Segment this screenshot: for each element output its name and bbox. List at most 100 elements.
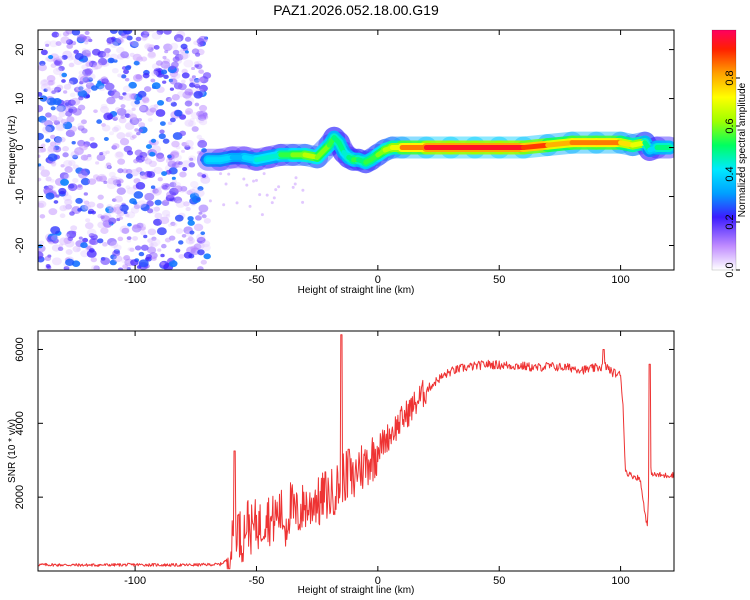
noise-blob: [121, 227, 130, 234]
noise-blob: [97, 80, 102, 84]
noise-blob: [53, 119, 58, 124]
noise-blob: [48, 208, 58, 216]
noise-blob: [109, 30, 118, 34]
noise-blob: [129, 135, 135, 141]
noise-blob: [143, 86, 152, 93]
noise-blob: [91, 264, 99, 270]
snr-x-tick-label: -100: [124, 575, 146, 587]
colorbar-tick-label: 0.4: [724, 166, 736, 181]
noise-blob: [164, 50, 169, 54]
noise-blob: [172, 49, 180, 55]
noise-blob: [202, 72, 212, 79]
noise-blob: [133, 158, 139, 164]
noise-blob: [132, 53, 142, 62]
ridge-segment: [545, 140, 575, 148]
noise-blob: [100, 257, 111, 266]
noise-blob: [188, 239, 194, 244]
noise-blob: [151, 70, 159, 77]
noise-blob: [81, 204, 90, 211]
noise-blob: [51, 90, 56, 95]
noise-blob: [78, 86, 84, 91]
noise-blob: [61, 79, 66, 83]
noise-blob: [245, 183, 249, 187]
spectrogram-y-tick-label: -20: [14, 238, 26, 254]
noise-blob: [96, 153, 106, 161]
noise-blob: [93, 265, 100, 270]
noise-blob: [158, 133, 166, 140]
noise-blob: [156, 227, 167, 236]
noise-blob: [189, 77, 194, 82]
noise-blob: [45, 138, 51, 143]
noise-blob: [38, 177, 42, 182]
noise-blob: [65, 204, 73, 210]
noise-blob: [122, 30, 133, 35]
noise-blob: [70, 97, 81, 106]
noise-blob: [138, 259, 149, 268]
noise-blob: [84, 41, 89, 45]
noise-blob: [62, 121, 73, 130]
noise-blob: [194, 61, 199, 66]
noise-blob: [152, 188, 159, 194]
noise-blob: [149, 107, 157, 113]
noise-blob: [197, 42, 204, 47]
noise-blob: [75, 197, 83, 204]
noise-blob: [177, 83, 187, 91]
noise-blob: [80, 154, 89, 161]
noise-blob: [107, 238, 117, 246]
noise-blob: [116, 217, 121, 222]
noise-blob: [170, 101, 177, 107]
noise-blob: [197, 76, 205, 83]
noise-blob: [124, 77, 130, 82]
noise-blob: [174, 185, 183, 193]
noise-blob: [227, 172, 231, 176]
noise-blob: [80, 250, 90, 258]
noise-blob: [56, 33, 62, 37]
noise-blob: [116, 179, 122, 184]
noise-blob: [64, 239, 75, 248]
noise-blob: [83, 144, 88, 149]
noise-blob: [196, 197, 201, 202]
noise-blob: [150, 185, 156, 189]
noise-blob: [122, 168, 129, 174]
noise-blob: [137, 128, 143, 133]
noise-blob: [49, 115, 58, 122]
noise-blob: [125, 173, 133, 179]
noise-blob: [190, 245, 198, 252]
noise-blob: [58, 243, 64, 248]
noise-blob: [57, 246, 64, 251]
colorbar-tick-label: 0.2: [724, 214, 736, 229]
noise-blob: [139, 171, 146, 176]
noise-blob: [254, 178, 258, 182]
noise-blob: [49, 141, 57, 147]
noise-blob: [81, 49, 91, 57]
noise-blob: [42, 125, 52, 134]
noise-blob: [183, 59, 194, 68]
noise-blob: [71, 141, 76, 145]
snr-y-tick-label: 6000: [14, 337, 26, 361]
noise-blob: [65, 39, 74, 45]
noise-blob: [129, 41, 134, 45]
noise-blob: [131, 134, 137, 139]
noise-blob: [185, 237, 195, 245]
noise-blob: [191, 66, 196, 71]
noise-blob: [90, 257, 98, 263]
spectrogram-y-ticks: -20 -10 0 10 20: [14, 43, 674, 253]
noise-blob: [147, 46, 154, 53]
spectrogram-y-tick-label: 0: [14, 144, 26, 150]
noise-blob: [118, 216, 124, 220]
noise-blob: [78, 236, 83, 240]
noise-blob: [116, 187, 126, 195]
noise-blob: [184, 100, 193, 107]
noise-blob: [128, 113, 137, 120]
noise-blob: [187, 236, 194, 241]
noise-blob: [154, 199, 162, 206]
noise-blob: [178, 254, 185, 259]
spectrogram-x-tick-label: -100: [124, 274, 146, 286]
noise-blob: [157, 248, 162, 252]
noise-blob: [50, 226, 61, 235]
noise-blob: [156, 30, 164, 35]
noise-blob: [44, 255, 52, 262]
noise-blob: [184, 139, 194, 148]
noise-blob: [169, 117, 176, 123]
noise-blob: [128, 81, 137, 89]
